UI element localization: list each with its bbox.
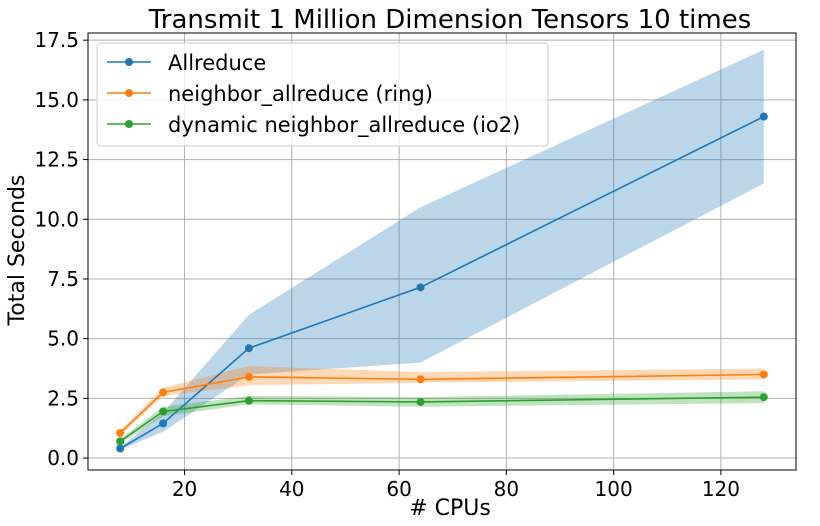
data-point (759, 112, 768, 121)
data-point (116, 428, 125, 437)
data-point (416, 283, 425, 292)
legend-label: dynamic neighbor_allreduce (io2) (168, 113, 520, 138)
y-tick-label: 12.5 (34, 148, 79, 172)
data-point (116, 437, 125, 446)
y-tick-label: 10.0 (34, 207, 79, 231)
x-tick-label: 60 (386, 477, 411, 501)
x-axis-title: # CPUs (409, 496, 491, 521)
x-axis-ticks: 20 40 60 80 100 120 (172, 470, 740, 501)
legend-marker (125, 89, 133, 97)
data-point (244, 344, 253, 353)
y-tick-label: 5.0 (47, 327, 79, 351)
error-band-2 (120, 391, 764, 444)
y-axis-ticks: 0.0 2.5 5.0 7.5 10.0 12.5 15.0 17.5 (34, 28, 88, 470)
x-tick-label: 20 (172, 477, 197, 501)
plot-frame (87, 32, 797, 471)
x-tick-label: 100 (595, 477, 633, 501)
error-bands (120, 49, 764, 450)
data-point (159, 419, 168, 428)
y-axis-title: Total Seconds (5, 175, 30, 327)
data-point (416, 375, 425, 384)
data-point (244, 372, 253, 381)
data-point (159, 407, 168, 416)
legend-marker (125, 58, 133, 66)
legend-box (96, 42, 549, 147)
y-tick-label: 2.5 (47, 386, 79, 410)
legend: Allreduce neighbor_allreduce (ring) dynami… (96, 42, 549, 147)
legend-marker (125, 120, 133, 128)
series-points (116, 112, 768, 453)
data-point (116, 444, 125, 453)
data-point (759, 370, 768, 379)
data-point (244, 396, 253, 405)
error-band-1 (120, 366, 764, 436)
chart-title: Transmit 1 Million Dimension Tensors 10 … (148, 5, 752, 35)
data-point (759, 393, 768, 402)
x-tick-label: 80 (494, 477, 519, 501)
x-tick-label: 40 (279, 477, 304, 501)
legend-label: Allreduce (168, 51, 266, 75)
x-tick-label: 120 (702, 477, 740, 501)
error-band-0 (120, 49, 764, 450)
y-tick-label: 0.0 (47, 446, 79, 470)
data-point (159, 388, 168, 397)
y-tick-label: 15.0 (34, 88, 79, 112)
y-tick-label: 7.5 (47, 267, 79, 291)
legend-label: neighbor_allreduce (ring) (168, 82, 433, 107)
y-tick-label: 17.5 (34, 28, 79, 52)
data-point (416, 397, 425, 406)
